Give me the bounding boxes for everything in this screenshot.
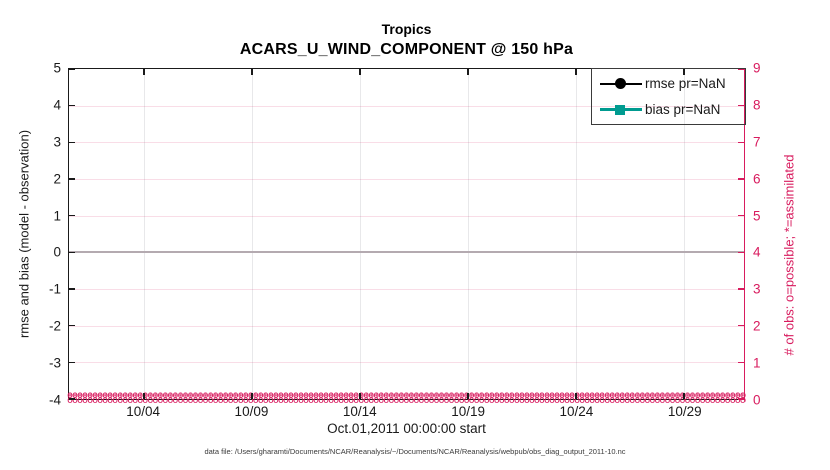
rmse-line-sample [600, 77, 642, 90]
right-tick-label: 8 [753, 97, 761, 113]
assimilated-obs-markers-row: ****************************************… [67, 392, 746, 403]
left-tick-label: 2 [53, 170, 61, 186]
right-tick-label: 2 [753, 318, 761, 334]
left-tick-label: 0 [53, 244, 61, 260]
legend-entry-rmse: rmse pr=NaN [600, 73, 745, 95]
x-tick-label: 10/19 [451, 404, 485, 419]
top-tick-mark [683, 69, 685, 75]
x-tick-label: 10/24 [559, 404, 594, 419]
top-tick-mark [575, 69, 577, 75]
right-tick-labels: 9 8 7 6 5 4 3 2 1 0 [753, 61, 793, 406]
legend-label-rmse: rmse pr=NaN [645, 76, 726, 92]
left-tick-mark [69, 398, 75, 400]
right-tick-mark [738, 104, 744, 107]
top-tick-mark [143, 69, 145, 75]
left-tick-label: 1 [53, 207, 61, 223]
bottom-tick-mark [575, 393, 577, 399]
right-tick-label: 9 [753, 60, 761, 76]
datafile-path: data file: /Users/gharamti/Documents/NCA… [204, 447, 626, 456]
right-tick-mark [738, 141, 744, 144]
right-tick-mark [738, 398, 744, 400]
x-tick-label: 10/29 [667, 404, 702, 419]
horizontal-gridline [69, 362, 744, 364]
left-tick-label: -4 [48, 392, 61, 408]
right-tick-label: 6 [753, 170, 761, 186]
vertical-gridline [251, 69, 253, 399]
top-tick-mark [359, 69, 361, 75]
right-tick-mark [738, 288, 744, 290]
chart-subtitle: ACARS_U_WIND_COMPONENT @ 150 hPa [239, 41, 574, 58]
right-tick-label: 0 [753, 392, 761, 408]
left-tick-mark [69, 251, 75, 254]
left-tick-mark [69, 288, 75, 290]
x-tick-label: 10/09 [234, 404, 269, 419]
right-tick-label: 1 [753, 355, 761, 371]
left-tick-mark [69, 324, 75, 327]
vertical-gridline [683, 69, 685, 399]
vertical-gridline [467, 69, 469, 399]
right-tick-mark [738, 324, 744, 327]
bias-square-marker-icon [615, 104, 625, 115]
left-tick-mark [69, 68, 75, 70]
right-tick-mark [738, 68, 744, 70]
bottom-tick-mark [467, 393, 469, 399]
horizontal-gridline [69, 289, 744, 290]
horizontal-gridline [69, 142, 744, 144]
right-tick-label: 7 [753, 134, 761, 150]
horizontal-gridline [69, 215, 744, 217]
obs-count-marker-band: oooooooooooooooooooooooooooooooooooooooo… [67, 391, 746, 406]
left-tick-label: -3 [48, 355, 61, 371]
vertical-gridline [359, 69, 361, 399]
legend-box: rmse pr=NaN bias pr=NaN [591, 68, 746, 125]
bottom-tick-mark [359, 393, 361, 399]
x-tick-label: 10/14 [342, 404, 377, 419]
horizontal-gridline [69, 179, 744, 180]
right-tick-mark [738, 361, 744, 364]
left-tick-mark [69, 361, 75, 364]
right-tick-mark [738, 214, 744, 217]
rmse-circle-marker-icon [615, 78, 626, 90]
left-tick-label: 5 [53, 60, 61, 76]
plot-area: oooooooooooooooooooooooooooooooooooooooo… [67, 68, 746, 406]
chart-title: Tropics [381, 21, 432, 37]
x-tick-labels: 10/04 10/09 10/14 10/19 10/24 10/29 [68, 404, 745, 422]
possible-obs-markers-row2: oooooooooooooooooooooooooooooooooooooooo… [67, 395, 746, 406]
left-tick-label: 3 [53, 134, 61, 150]
left-tick-label: -1 [48, 281, 61, 297]
legend-entry-bias: bias pr=NaN [600, 98, 745, 120]
top-tick-mark [251, 69, 253, 75]
horizontal-gridline [69, 105, 744, 107]
possible-obs-markers-row1: oooooooooooooooooooooooooooooooooooooooo… [67, 391, 746, 401]
zero-line [69, 251, 744, 254]
left-tick-label: -2 [48, 318, 61, 334]
bottom-tick-mark [683, 393, 685, 399]
vertical-gridline [143, 69, 145, 399]
bias-line-sample [600, 103, 642, 116]
right-tick-label: 3 [753, 281, 761, 297]
right-tick-mark [738, 251, 744, 254]
left-tick-mark [69, 141, 75, 144]
left-tick-label: 4 [53, 97, 61, 113]
left-tick-mark [69, 104, 75, 107]
x-axis-label: Oct.01,2011 00:00:00 start [327, 421, 486, 436]
top-tick-mark [467, 69, 469, 75]
left-tick-mark [69, 214, 75, 217]
left-tick-labels: 5 4 3 2 1 0 -1 -2 -3 -4 [0, 61, 61, 406]
right-tick-label: 4 [753, 244, 761, 260]
x-tick-label: 10/04 [126, 404, 161, 419]
bottom-tick-mark [143, 393, 145, 399]
left-tick-mark [69, 178, 75, 180]
vertical-gridline [575, 69, 577, 399]
legend-label-bias: bias pr=NaN [645, 101, 721, 117]
right-tick-mark [738, 178, 744, 180]
bottom-tick-mark [251, 393, 253, 399]
horizontal-gridline [69, 325, 744, 327]
right-tick-label: 5 [753, 207, 761, 223]
